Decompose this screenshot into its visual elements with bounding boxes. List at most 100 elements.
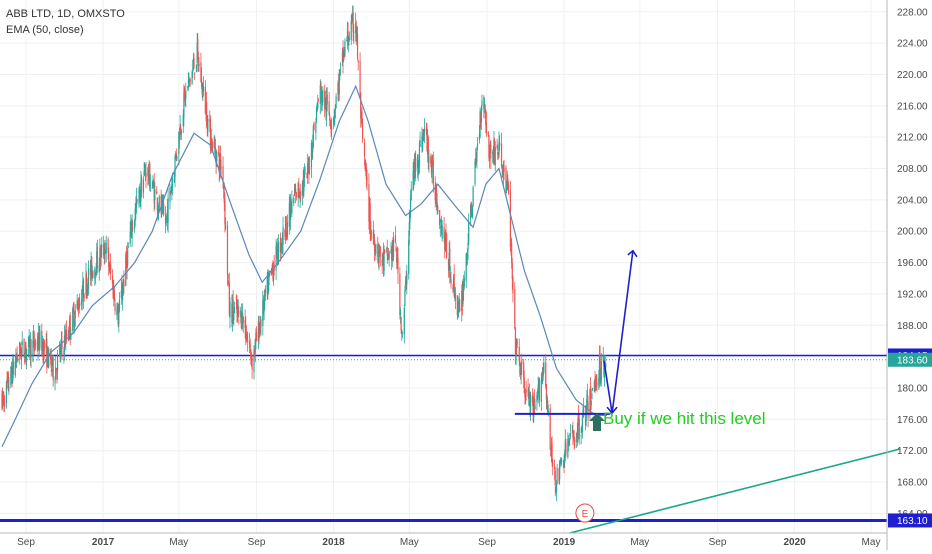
candle-body [545,362,547,387]
candle-body [7,372,9,389]
candle-body [353,31,355,34]
chart-legend: ABB LTD, 1D, OMXSTO EMA (50, close) [6,6,125,38]
candle-body [136,199,138,202]
x-tick-label: 2017 [92,537,115,548]
candle-body [449,274,451,281]
candle-body [586,394,589,397]
candle-body [310,142,313,168]
candle-body [198,64,200,67]
candle-body [426,131,428,151]
y-tick-label: 220.00 [897,70,928,81]
candle-body [122,281,124,291]
candle-body [377,244,379,257]
candle-body [520,363,522,376]
candle-body [421,136,423,148]
candle-body [366,176,368,181]
candle-body [317,101,319,108]
candle-body [307,163,309,165]
candle-body [382,251,385,267]
candle-body [228,283,230,316]
candle-body [351,15,354,17]
candle-body [38,332,40,347]
y-tick-label: 212.00 [897,133,928,144]
candle-body [502,164,505,175]
candle-body [481,100,483,107]
candle-body [125,252,128,262]
x-tick-label: May [862,537,881,548]
candle-body [423,128,426,134]
candle-body [485,122,487,133]
candle-body [567,442,570,443]
candle-body [1,393,3,409]
candle-body [80,299,83,305]
candle-body [459,307,461,311]
candle-body [359,61,361,95]
candle-body [500,143,503,166]
candle-body [276,244,278,261]
candle-body [577,413,580,419]
candle-body [135,206,137,210]
candle-body [202,85,205,92]
candle-body [267,275,269,296]
candle-body [444,237,446,250]
candle-body [445,233,447,236]
candle-body [293,193,296,196]
candle-body [122,292,124,301]
candle-body [392,238,395,258]
candle-body [173,174,176,183]
candle-body [219,155,221,171]
candle-body [247,340,249,343]
candle-body [259,326,261,336]
candle-body [537,384,539,398]
candle-body [547,410,549,413]
candle-body [300,190,302,197]
candle-body [351,16,353,23]
candle-body [295,192,297,199]
candle-body [233,311,235,321]
horizontal-levels [0,354,887,522]
candle-body [147,168,149,177]
candle-body [589,386,592,410]
candle-body [272,266,274,279]
candle-body [92,270,94,278]
candle-body [180,127,182,132]
candle-body [530,394,532,412]
candle-body [447,259,450,271]
candle-body [55,368,57,370]
candle-body [506,185,508,191]
candle-body [74,322,76,325]
candle-body [183,91,185,119]
candle-body [94,268,96,279]
candle-body [87,268,90,290]
candle-body [96,246,98,269]
candle-body [532,398,534,417]
candle-body [417,161,419,172]
candle-body [158,210,160,212]
candle-body [328,101,330,115]
y-tick-label: 208.00 [897,164,928,175]
candle-body [126,259,128,269]
candle-body [430,157,432,164]
candle-body [490,144,492,159]
candle-body [568,439,570,446]
earnings-marker-icon [575,503,595,523]
candle-body [335,96,337,109]
candle-body [2,398,4,400]
candle-body [357,61,359,63]
candle-body [125,254,127,286]
candle-body [34,342,36,347]
candle-body [290,207,292,210]
candle-body [356,33,359,59]
candle-body [452,287,454,290]
candle-body [425,126,427,132]
candle-body [82,281,84,293]
candle-body [242,312,244,327]
candle-body [507,184,510,194]
candle-body [211,141,213,151]
candle-body [279,237,282,252]
candle-body [419,140,421,147]
candle-body [391,251,393,261]
candle-body [139,186,141,202]
candle-body [298,183,300,195]
